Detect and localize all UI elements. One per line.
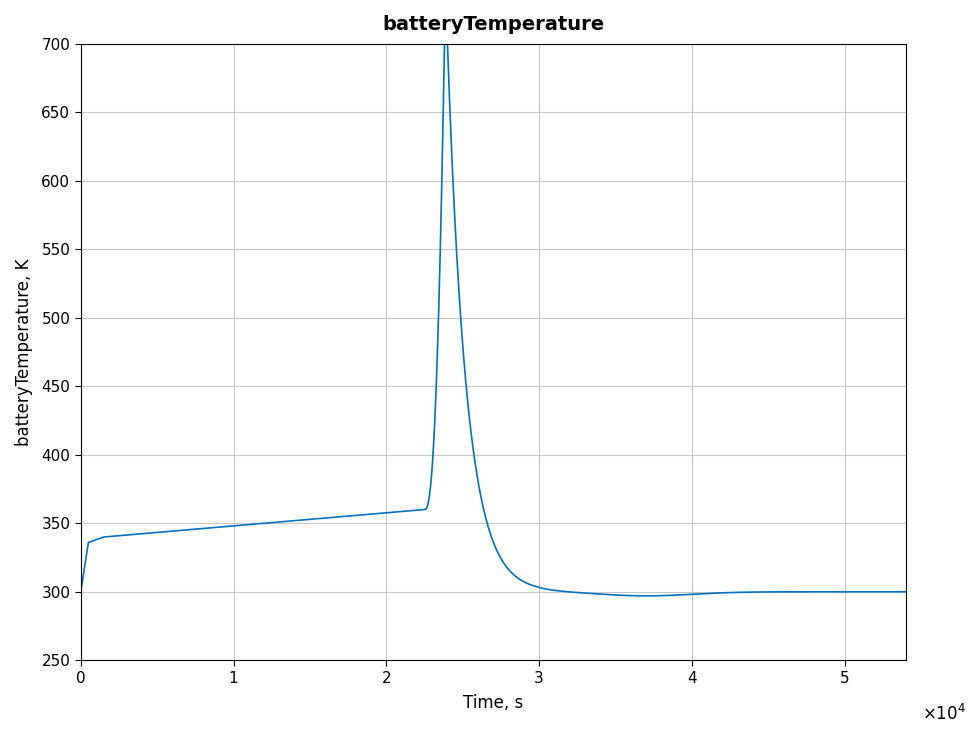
Title: batteryTemperature: batteryTemperature	[382, 15, 605, 34]
Y-axis label: batteryTemperature, K: batteryTemperature, K	[15, 258, 33, 446]
X-axis label: Time, s: Time, s	[464, 694, 523, 712]
Text: $\times10^4$: $\times10^4$	[922, 703, 966, 723]
